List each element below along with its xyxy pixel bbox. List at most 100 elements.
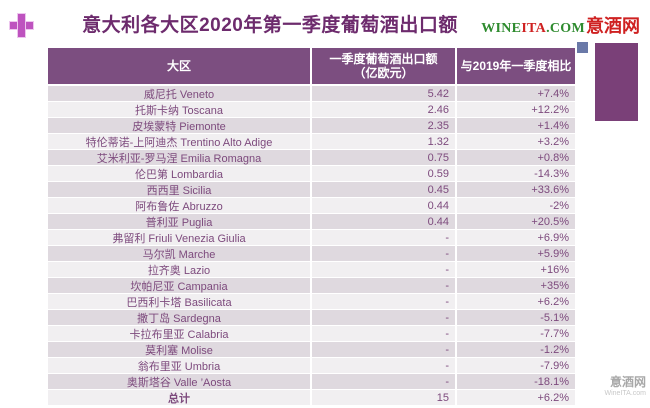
region-cell: 西西里 Sicilia — [48, 182, 310, 197]
yoy-change-cell: +20.5% — [457, 214, 575, 229]
yoy-change-cell: +6.2% — [457, 294, 575, 309]
region-cell: 坎帕尼亚 Campania — [48, 278, 310, 293]
yoy-change-cell: +3.2% — [457, 134, 575, 149]
decoration-rectangle — [595, 43, 638, 121]
table-row: 坎帕尼亚 Campania - +35% — [48, 278, 575, 293]
yoy-change-cell: -14.3% — [457, 166, 575, 181]
table-row: 特伦蒂诺-上阿迪杰 Trentino Alto Adige 1.32 +3.2% — [48, 134, 575, 149]
export-value-cell: - — [312, 342, 455, 357]
region-cell: 巴西利卡塔 Basilicata — [48, 294, 310, 309]
table-row: 卡拉布里亚 Calabria - -7.7% — [48, 326, 575, 341]
region-cell: 拉齐奥 Lazio — [48, 262, 310, 277]
yoy-change-cell: -7.7% — [457, 326, 575, 341]
region-cell: 卡拉布里亚 Calabria — [48, 326, 310, 341]
region-cell: 托斯卡纳 Toscana — [48, 102, 310, 117]
export-value-cell: - — [312, 246, 455, 261]
yoy-change-cell: +6.9% — [457, 230, 575, 245]
yoy-change-cell: +35% — [457, 278, 575, 293]
column-header: 一季度葡萄酒出口额 （亿欧元） — [312, 48, 455, 84]
yoy-change-cell: -5.1% — [457, 310, 575, 325]
export-value-cell: - — [312, 326, 455, 341]
table-row: 莫利塞 Molise - -1.2% — [48, 342, 575, 357]
region-cell: 特伦蒂诺-上阿迪杰 Trentino Alto Adige — [48, 134, 310, 149]
logo-text-com: .COM — [546, 21, 585, 36]
region-cell: 阿布鲁佐 Abruzzo — [48, 198, 310, 213]
yoy-change-cell: -18.1% — [457, 374, 575, 389]
plus-icon — [10, 14, 33, 37]
table-row: 威尼托 Veneto 5.42 +7.4% — [48, 86, 575, 101]
page-title: 意大利各大区2020年第一季度葡萄酒出口额 — [82, 15, 458, 36]
export-value-cell: 0.75 — [312, 150, 455, 165]
export-value-cell: 0.44 — [312, 198, 455, 213]
yoy-change-cell: -7.9% — [457, 358, 575, 373]
table-row: 艾米利亚-罗马涅 Emilia Romagna 0.75 +0.8% — [48, 150, 575, 165]
yoy-change-cell: -1.2% — [457, 342, 575, 357]
export-value-cell: 2.46 — [312, 102, 455, 117]
yoy-change-cell: +0.8% — [457, 150, 575, 165]
export-value-cell: 2.35 — [312, 118, 455, 133]
table-row: 普利亚 Puglia 0.44 +20.5% — [48, 214, 575, 229]
region-cell: 普利亚 Puglia — [48, 214, 310, 229]
export-value-cell: 1.32 — [312, 134, 455, 149]
export-value-cell: - — [312, 358, 455, 373]
wineita-logo: WINE ITA .COM 意酒网 — [481, 12, 640, 38]
table-row: 拉齐奥 Lazio - +16% — [48, 262, 575, 277]
export-value-cell: 0.44 — [312, 214, 455, 229]
export-value-cell: 0.59 — [312, 166, 455, 181]
export-value-cell: - — [312, 310, 455, 325]
region-cell: 总计 — [48, 390, 310, 405]
logo-text-wine: WINE — [481, 21, 522, 36]
table-row: 托斯卡纳 Toscana 2.46 +12.2% — [48, 102, 575, 117]
region-cell: 马尔凯 Marche — [48, 246, 310, 261]
region-cell: 撒丁岛 Sardegna — [48, 310, 310, 325]
watermark: 意酒网 WineITA.com — [605, 376, 647, 397]
yoy-change-cell: -2% — [457, 198, 575, 213]
watermark-url: WineITA.com — [604, 390, 647, 397]
export-value-cell: 0.45 — [312, 182, 455, 197]
export-value-cell: - — [312, 230, 455, 245]
logo-text-ita: ITA — [521, 21, 547, 36]
table-row: 皮埃蒙特 Piemonte 2.35 +1.4% — [48, 118, 575, 133]
export-value-cell: 15 — [312, 390, 455, 405]
table-row: 奥斯塔谷 Valle ’Aosta - -18.1% — [48, 374, 575, 389]
logo-text-cn: 意酒网 — [586, 16, 640, 36]
region-cell: 奥斯塔谷 Valle ’Aosta — [48, 374, 310, 389]
region-cell: 弗留利 Friuli Venezia Giulia — [48, 230, 310, 245]
export-value-cell: 5.42 — [312, 86, 455, 101]
yoy-change-cell: +7.4% — [457, 86, 575, 101]
total-row: 总计 15 +6.2% — [48, 390, 575, 405]
column-header: 大区 — [48, 48, 310, 84]
table-header-row: 大区 一季度葡萄酒出口额 （亿欧元） 与2019年一季度相比 — [48, 48, 575, 84]
column-header: 与2019年一季度相比 — [457, 48, 575, 84]
export-value-cell: - — [312, 374, 455, 389]
yoy-change-cell: +1.4% — [457, 118, 575, 133]
plus-icon-bar — [18, 14, 25, 37]
region-cell: 皮埃蒙特 Piemonte — [48, 118, 310, 133]
region-cell: 莫利塞 Molise — [48, 342, 310, 357]
table-row: 阿布鲁佐 Abruzzo 0.44 -2% — [48, 198, 575, 213]
yoy-change-cell: +6.2% — [457, 390, 575, 405]
table-row: 撒丁岛 Sardegna - -5.1% — [48, 310, 575, 325]
region-cell: 威尼托 Veneto — [48, 86, 310, 101]
region-cell: 艾米利亚-罗马涅 Emilia Romagna — [48, 150, 310, 165]
table-row: 西西里 Sicilia 0.45 +33.6% — [48, 182, 575, 197]
yoy-change-cell: +12.2% — [457, 102, 575, 117]
region-cell: 翁布里亚 Umbria — [48, 358, 310, 373]
export-table: 大区 一季度葡萄酒出口额 （亿欧元） 与2019年一季度相比 威尼托 Veneto 5.… — [48, 48, 575, 406]
table-row: 马尔凯 Marche - +5.9% — [48, 246, 575, 261]
watermark-cn: 意酒网 — [609, 375, 646, 389]
table-row: 伦巴第 Lombardia 0.59 -14.3% — [48, 166, 575, 181]
yoy-change-cell: +16% — [457, 262, 575, 277]
table-row: 弗留利 Friuli Venezia Giulia - +6.9% — [48, 230, 575, 245]
region-cell: 伦巴第 Lombardia — [48, 166, 310, 181]
export-value-cell: - — [312, 294, 455, 309]
export-value-cell: - — [312, 262, 455, 277]
decoration-square — [577, 42, 588, 53]
export-value-cell: - — [312, 278, 455, 293]
yoy-change-cell: +33.6% — [457, 182, 575, 197]
yoy-change-cell: +5.9% — [457, 246, 575, 261]
table-row: 巴西利卡塔 Basilicata - +6.2% — [48, 294, 575, 309]
table-row: 翁布里亚 Umbria - -7.9% — [48, 358, 575, 373]
table-body: 威尼托 Veneto 5.42 +7.4% 托斯卡纳 Toscana 2.46 +12.2… — [48, 86, 575, 405]
